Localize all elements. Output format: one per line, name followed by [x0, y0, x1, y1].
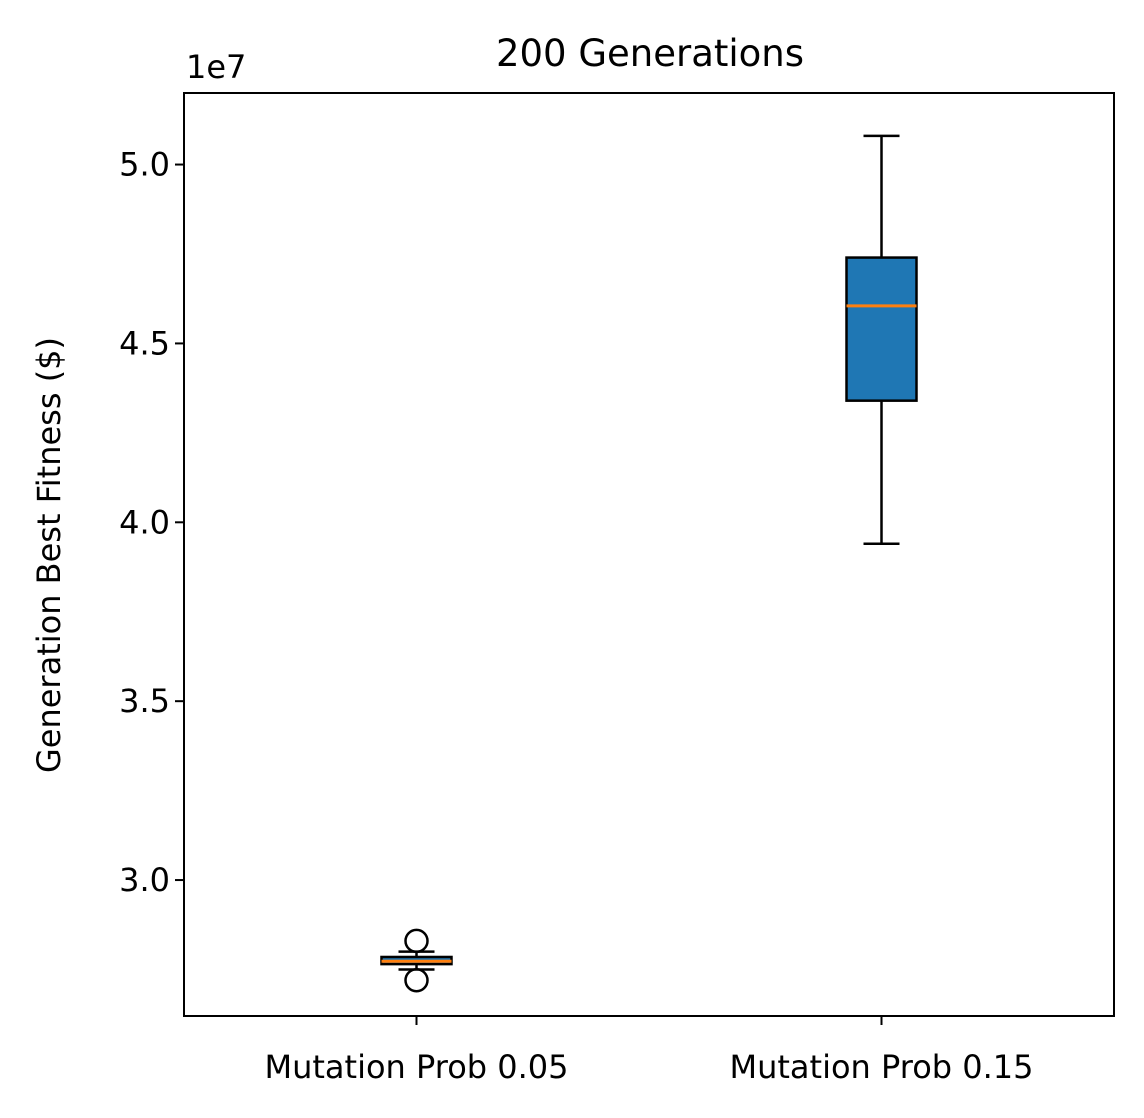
y-offset-label: 1e7	[186, 48, 246, 86]
box-iqr	[845, 256, 918, 402]
outlier-point	[404, 967, 429, 993]
y-tick-label: 4.0	[119, 503, 170, 541]
plot-area: 3.0 3.5 4.0 4.5 5.0 Mutation Prob 0.05 Mutatio…	[119, 134, 1034, 1086]
x-tick-label: Mutation Prob 0.05	[264, 1048, 568, 1086]
y-tick-label: 5.0	[119, 146, 170, 184]
y-tick-label: 3.0	[119, 861, 170, 899]
outlier-point	[404, 928, 429, 954]
y-axis-label: Generation Best Fitness ($)	[30, 337, 68, 773]
y-tick-label: 4.5	[119, 324, 170, 362]
x-tick-label: Mutation Prob 0.15	[729, 1048, 1033, 1086]
chart-title: 200 Generations	[496, 32, 804, 75]
y-tick-label: 3.5	[119, 682, 170, 720]
axes-frame	[183, 92, 1115, 1017]
